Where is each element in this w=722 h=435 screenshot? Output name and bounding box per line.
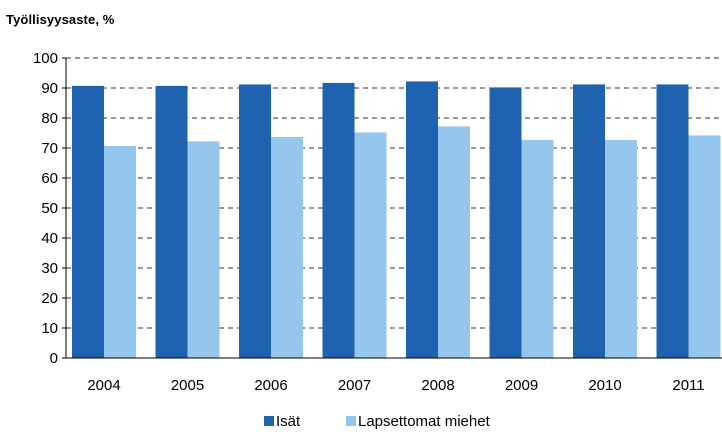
legend-swatch	[346, 416, 356, 426]
legend-swatch	[264, 416, 274, 426]
x-tick-label: 2008	[421, 377, 454, 394]
bar-isat-2010	[573, 84, 605, 358]
y-tick-label: 100	[33, 50, 58, 67]
bar-lapsettomat-2005	[188, 141, 220, 358]
bar-lapsettomat-2010	[605, 140, 637, 358]
bar-isat-2008	[406, 81, 438, 358]
bars	[72, 81, 721, 358]
x-tick-label: 2010	[588, 377, 621, 394]
y-tick-label: 50	[41, 200, 58, 217]
x-tick-label: 2009	[505, 377, 538, 394]
legend-label: Lapsettomat miehet	[358, 413, 491, 430]
x-tick-label: 2005	[171, 377, 204, 394]
legend: Isät Lapsettomat miehet	[264, 413, 491, 430]
bar-isat-2006	[239, 84, 271, 358]
x-tick-label: 2007	[338, 377, 371, 394]
bar-isat-2009	[490, 87, 522, 358]
legend-label: Isät	[276, 413, 301, 430]
bar-isat-2007	[323, 83, 355, 358]
bar-isat-2004	[72, 86, 104, 358]
y-tick-label: 90	[41, 80, 58, 97]
bar-lapsettomat-2009	[522, 140, 554, 358]
y-tick-label: 40	[41, 230, 58, 247]
x-axis-ticks: 2004 2005 2006 2007 2008 2009 2010 2011	[87, 377, 704, 394]
x-tick-label: 2011	[672, 377, 704, 394]
y-tick-label: 0	[50, 350, 58, 367]
bar-isat-2005	[156, 86, 188, 358]
bar-isat-2011	[657, 84, 689, 358]
x-tick-label: 2004	[87, 377, 120, 394]
y-tick-label: 70	[41, 140, 58, 157]
bar-lapsettomat-2008	[438, 126, 470, 358]
y-tick-label: 60	[41, 170, 58, 187]
bar-lapsettomat-2011	[689, 135, 721, 358]
y-tick-label: 20	[41, 290, 58, 307]
y-tick-label: 10	[41, 320, 58, 337]
bar-lapsettomat-2007	[355, 132, 387, 358]
y-tick-label: 30	[41, 260, 58, 277]
bar-lapsettomat-2006	[271, 137, 303, 358]
bar-lapsettomat-2004	[104, 146, 136, 358]
y-tick-label: 80	[41, 110, 58, 127]
x-tick-label: 2006	[254, 377, 287, 394]
y-axis-ticks: 0 10 20 30 40 50 60 70 80 90 100	[33, 50, 58, 367]
